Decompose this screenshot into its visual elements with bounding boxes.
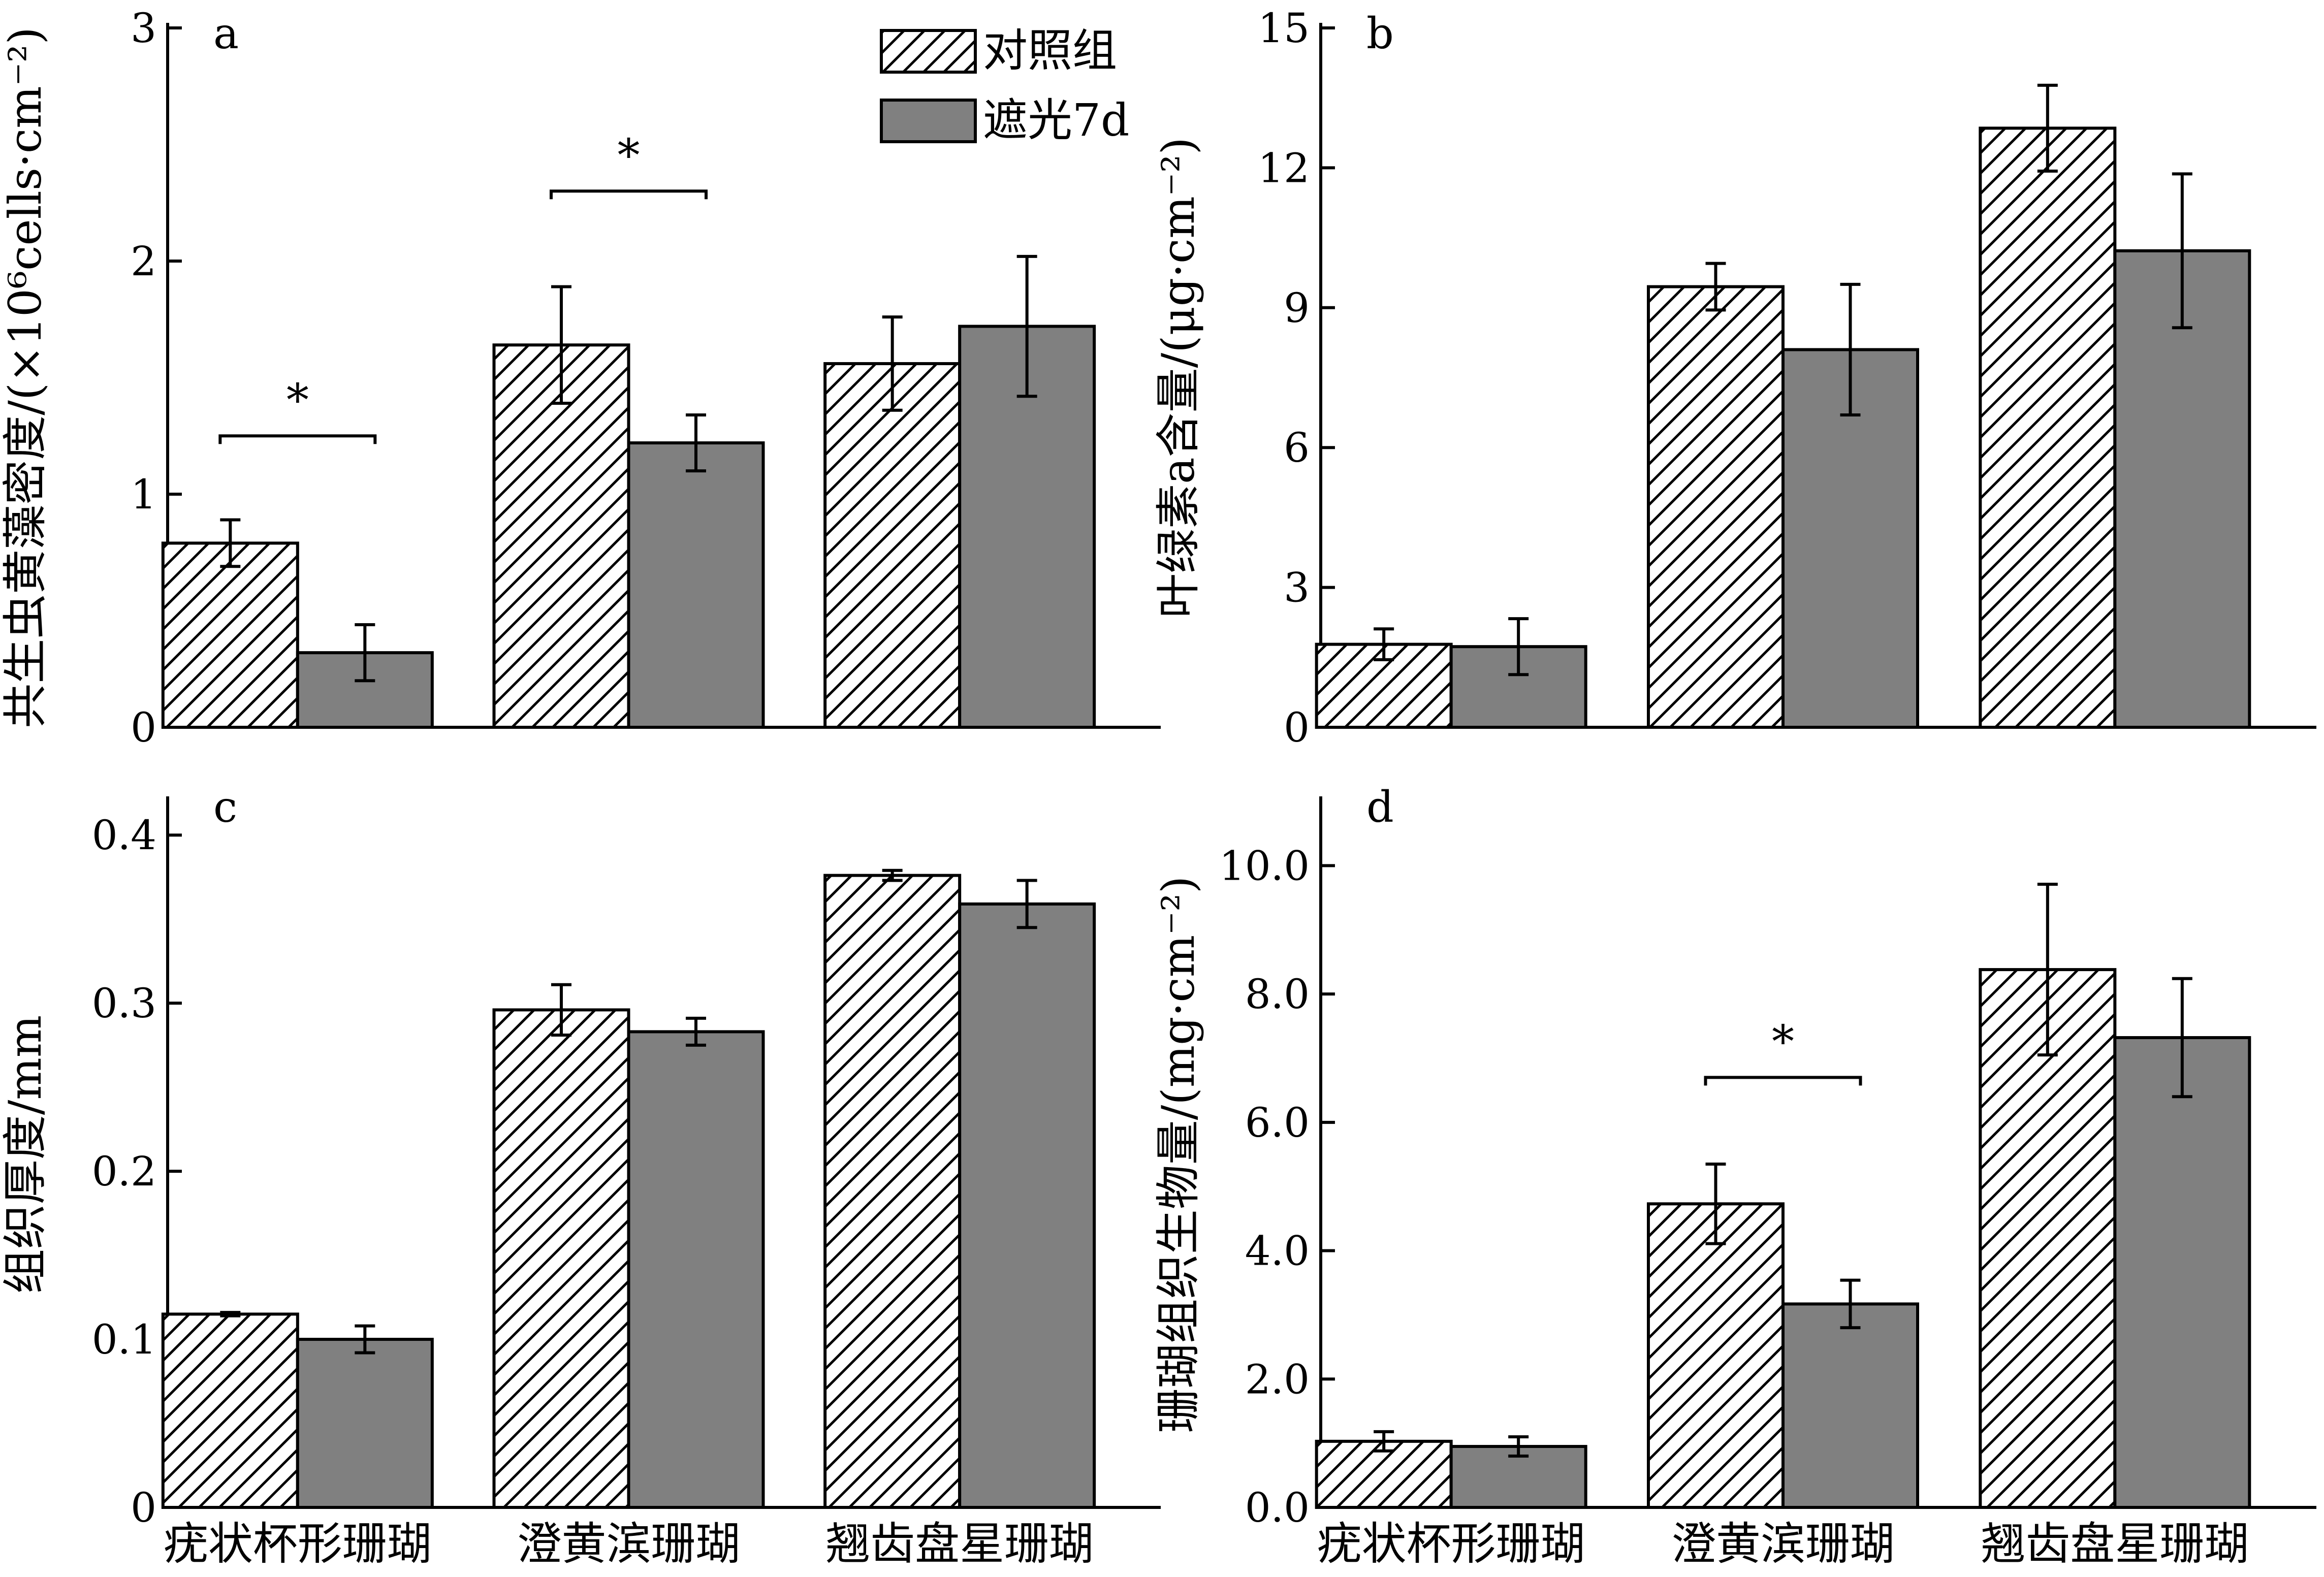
y-axis-label: 组织厚度/mm	[0, 1015, 51, 1294]
y-tick-label: 0	[1284, 704, 1310, 751]
panel-c: 0 0.1 0.2 0.3 0.4 组织厚度/mm c 疣状杯形珊瑚 澄黄滨珊瑚 翘齿盘星珊瑚	[0, 782, 1161, 1570]
y-tick-label: 0	[131, 704, 156, 751]
legend-label-shaded: 遮光7d	[983, 94, 1129, 146]
significance-bracket	[550, 189, 708, 200]
bar-control	[823, 874, 962, 1509]
y-tick-label: 2	[131, 238, 156, 285]
y-tick-label: 9	[1284, 284, 1310, 332]
y-axis-label: 叶绿素a含量/(μg·cm⁻²)	[1152, 137, 1204, 618]
bar-shaded	[2113, 249, 2251, 729]
y-tick-label: 0.1	[92, 1316, 156, 1363]
y-tick-label: 10.0	[1219, 842, 1310, 889]
significance-star: *	[618, 129, 640, 181]
y-tick-label: 0.3	[92, 980, 156, 1027]
panel-b: 0 3 6 9 12 15 叶绿素a含量/(μg·cm⁻²) b	[1152, 5, 2316, 751]
significance-star: *	[286, 374, 309, 426]
y-tick-label: 3	[1284, 564, 1310, 612]
bar-shaded	[627, 441, 765, 729]
y-tick-label: 0.0	[1245, 1484, 1310, 1531]
legend: 对照组 遮光7d	[880, 24, 1129, 146]
y-tick-label: 4.0	[1245, 1228, 1310, 1275]
x-tick-label: 疣状杯形珊瑚	[1317, 1518, 1585, 1570]
bar-control	[161, 1312, 299, 1509]
panel-letter: b	[1366, 9, 1394, 58]
x-tick-label: 翘齿盘星珊瑚	[825, 1518, 1094, 1570]
x-tick-label: 疣状杯形珊瑚	[164, 1518, 432, 1570]
bar-shaded	[958, 902, 1096, 1509]
bar-shaded	[296, 1338, 434, 1509]
y-axis-label: 珊瑚组织生物量/(mg·cm⁻²)	[1152, 876, 1204, 1433]
panel-letter: d	[1366, 782, 1394, 832]
y-tick-label: 15	[1258, 5, 1310, 52]
legend-swatch-control	[880, 29, 977, 74]
bar-control	[1979, 968, 2117, 1509]
bar-control	[1979, 126, 2117, 729]
significance-star: *	[1772, 1015, 1794, 1068]
bar-control	[161, 541, 299, 729]
legend-swatch-shaded	[880, 99, 977, 143]
y-tick-label: 0.2	[92, 1148, 156, 1195]
bar-control	[823, 362, 962, 729]
y-tick-label: 6.0	[1245, 1099, 1310, 1146]
bar-control	[1647, 1202, 1785, 1509]
bar-shaded	[2113, 1036, 2251, 1509]
y-tick-label: 6	[1284, 424, 1310, 471]
y-tick-label: 0.4	[92, 812, 156, 859]
panel-a: 0 1 2 3 共生虫黄藻密度/(×10⁶cells·cm⁻²) a * *	[0, 5, 1161, 751]
panel-d: 0.0 2.0 4.0 6.0 8.0 10.0 珊瑚组织生物量/(mg·cm⁻²) d 疣状杯…	[1152, 782, 2316, 1570]
y-tick-label: 3	[131, 5, 156, 52]
bar-shaded	[1449, 645, 1587, 729]
x-tick-label: 翘齿盘星珊瑚	[1981, 1518, 2249, 1570]
x-tick-label: 澄黄滨珊瑚	[1671, 1518, 1895, 1570]
significance-bracket	[218, 434, 377, 444]
y-tick-label: 12	[1258, 144, 1310, 191]
y-tick-label: 1	[131, 471, 156, 518]
bar-control	[1647, 285, 1785, 729]
x-tick-label: 澄黄滨珊瑚	[517, 1518, 740, 1570]
panel-letter: c	[213, 782, 237, 832]
legend-label-control: 对照组	[983, 24, 1117, 77]
y-tick-label: 8.0	[1245, 971, 1310, 1018]
bar-shaded	[1781, 1302, 1919, 1509]
bar-control	[492, 343, 630, 729]
panel-letter: a	[213, 9, 239, 58]
y-tick-label: 2.0	[1245, 1356, 1310, 1403]
significance-bracket	[1704, 1076, 1862, 1086]
bar-control	[492, 1008, 630, 1509]
y-axis-label: 共生虫黄藻密度/(×10⁶cells·cm⁻²)	[0, 27, 51, 728]
bar-shaded	[627, 1030, 765, 1509]
y-tick-label: 0	[131, 1484, 156, 1531]
